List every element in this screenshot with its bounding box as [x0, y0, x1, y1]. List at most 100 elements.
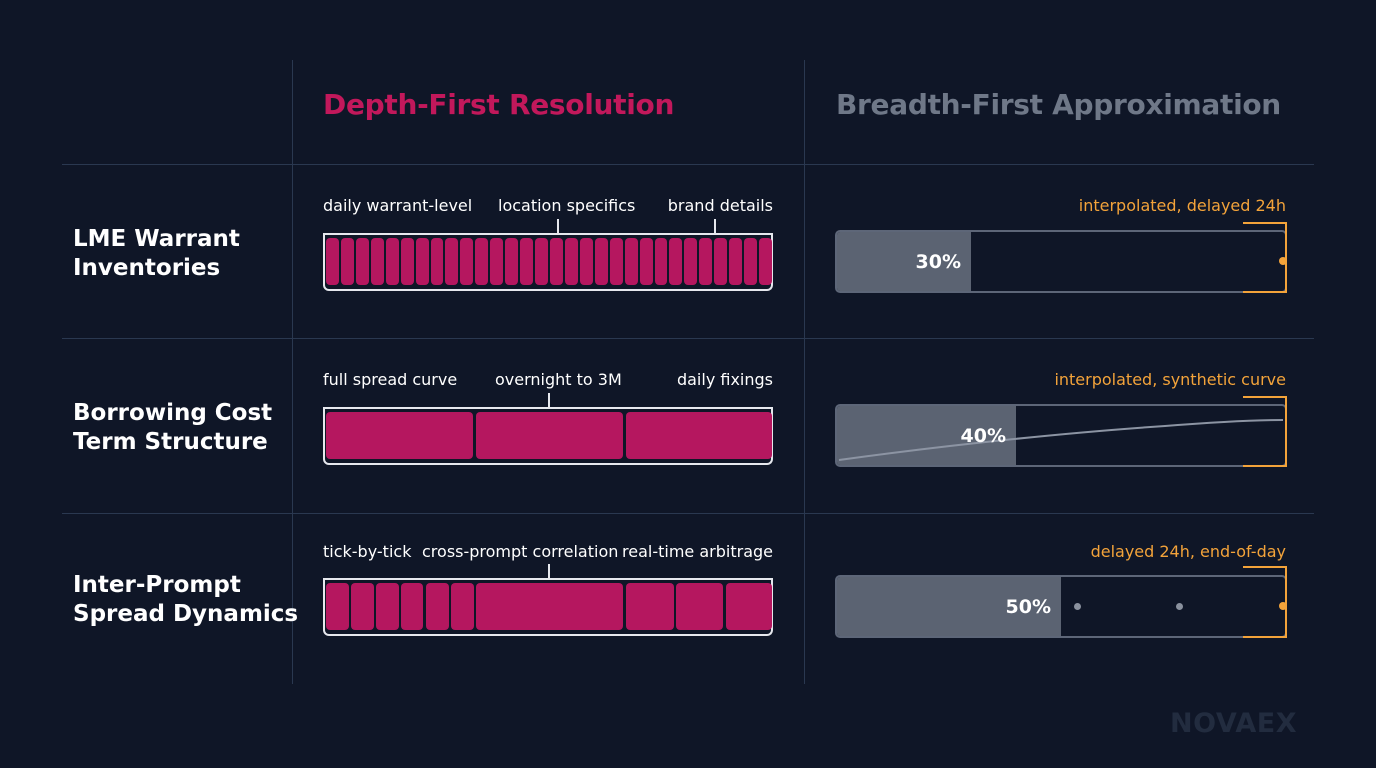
- depth-segment: [726, 583, 772, 630]
- bracket-top: [1243, 566, 1285, 568]
- depth-segment: [639, 238, 653, 285]
- depth-segment: [326, 583, 349, 630]
- depth-bar-topline: [323, 233, 773, 235]
- breadth-bracket: [1243, 566, 1287, 638]
- depth-segment: [609, 238, 623, 285]
- depth-segment: [326, 412, 473, 459]
- depth-segment: [430, 238, 444, 285]
- breadth-bar-row-2: 40%: [835, 404, 1287, 467]
- divider-header: [62, 164, 1314, 165]
- bracket-top: [1243, 222, 1285, 224]
- breadth-bar-row-3: 50%: [835, 575, 1287, 638]
- depth-segment: [370, 238, 384, 285]
- depth-label-right: daily fixings: [676, 370, 773, 389]
- depth-segment: [520, 238, 534, 285]
- depth-segment: [550, 238, 563, 285]
- depth-segment: [505, 238, 519, 285]
- row-label-line: Spread Dynamics: [73, 601, 299, 627]
- depth-segment: [355, 238, 369, 285]
- depth-segment: [376, 583, 399, 630]
- depth-segment: [445, 238, 459, 285]
- depth-bar-mid-tick: [714, 219, 716, 233]
- synthetic-curve: [838, 419, 1284, 461]
- depth-segments: [326, 583, 772, 630]
- depth-segment: [451, 583, 474, 630]
- depth-bar-end-tick: [323, 407, 325, 419]
- depth-bar-end-tick: [323, 233, 325, 245]
- breadth-fill: [837, 577, 1061, 636]
- divider-row-2: [62, 513, 1314, 514]
- depth-segment: [759, 238, 772, 285]
- divider-row-1: [62, 338, 1314, 339]
- depth-segment: [426, 583, 449, 630]
- divider-depth-column: [804, 60, 805, 684]
- depth-bar-topline: [323, 407, 773, 409]
- breadth-bracket: [1243, 396, 1287, 467]
- row-label-borrowing-cost: Borrowing Cost Term Structure: [73, 399, 272, 457]
- depth-label-left: daily warrant-level: [323, 196, 473, 215]
- depth-segment: [624, 238, 638, 285]
- depth-segment: [401, 583, 423, 630]
- depth-segment: [684, 238, 698, 285]
- depth-bar-topline: [323, 578, 773, 580]
- depth-label-right: real-time arbitrage: [622, 542, 773, 561]
- depth-segments: [326, 412, 772, 459]
- endpoint-dot: [1279, 602, 1287, 610]
- depth-bar-row-3: [323, 564, 773, 636]
- row-label-line: Term Structure: [73, 429, 268, 455]
- bracket-bottom: [1243, 465, 1285, 467]
- depth-segment: [340, 238, 354, 285]
- bracket-bottom: [1243, 636, 1285, 638]
- depth-bar-mid-tick: [557, 219, 559, 233]
- depth-label-left: full spread curve: [323, 370, 458, 389]
- depth-segment: [729, 238, 743, 285]
- depth-segments: [326, 238, 772, 285]
- breadth-note-row-3: delayed 24h, end-of-day: [1090, 542, 1286, 561]
- depth-segment: [460, 238, 474, 285]
- depth-segment: [400, 238, 414, 285]
- depth-segment: [476, 583, 623, 630]
- breadth-first-title: Breadth-First Approximation: [836, 88, 1281, 121]
- depth-segment: [535, 238, 548, 285]
- breadth-note-row-1: interpolated, delayed 24h: [1078, 196, 1286, 215]
- row-label-lme-warrant: LME Warrant Inventories: [73, 225, 240, 283]
- depth-bar-end-tick: [771, 407, 773, 419]
- depth-segment: [626, 412, 772, 459]
- breadth-percent: 40%: [960, 424, 1006, 447]
- breadth-percent: 30%: [915, 250, 961, 273]
- depth-segment: [594, 238, 608, 285]
- depth-segment: [714, 238, 728, 285]
- row-label-line: Borrowing Cost: [73, 400, 273, 426]
- depth-segment: [564, 238, 578, 285]
- endpoint-dot: [1279, 257, 1287, 265]
- breadth-fill: [837, 232, 971, 291]
- depth-label-right: brand details: [667, 196, 773, 215]
- sample-dot: [1074, 603, 1081, 610]
- depth-bar-row-1: [323, 219, 773, 291]
- depth-segment: [475, 238, 489, 285]
- breadth-percent: 50%: [1005, 595, 1051, 618]
- depth-segment: [579, 238, 593, 285]
- depth-segment: [654, 238, 668, 285]
- depth-label-left: tick-by-tick: [323, 542, 412, 561]
- row-label-line: Inter-Prompt: [73, 572, 241, 598]
- sample-dot: [1176, 603, 1183, 610]
- depth-segment: [676, 583, 723, 630]
- breadth-fill: [837, 406, 1016, 465]
- depth-segment: [385, 238, 399, 285]
- depth-segment: [699, 238, 713, 285]
- breadth-note-row-2: interpolated, synthetic curve: [1054, 370, 1286, 389]
- depth-label-mid: overnight to 3M: [495, 370, 622, 389]
- bracket-top: [1243, 396, 1285, 398]
- depth-first-title: Depth-First Resolution: [323, 88, 675, 121]
- depth-label-mid: location specifics: [498, 196, 636, 215]
- row-label-inter-prompt: Inter-Prompt Spread Dynamics: [73, 571, 298, 629]
- depth-bar-row-2: [323, 393, 773, 465]
- divider-label-column: [292, 60, 293, 684]
- depth-segment: [326, 238, 339, 285]
- row-label-line: Inventories: [73, 255, 221, 281]
- depth-segment: [744, 238, 758, 285]
- row-label-line: LME Warrant: [73, 226, 240, 252]
- depth-segment: [351, 583, 374, 630]
- depth-bar-mid-tick: [548, 564, 550, 578]
